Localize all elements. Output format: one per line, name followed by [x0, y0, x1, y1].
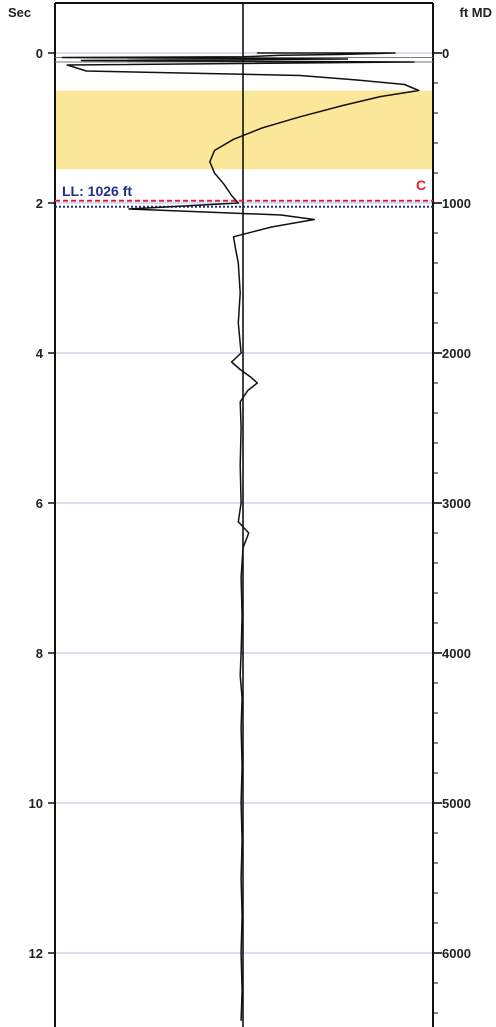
series-layer — [61, 52, 420, 1022]
series-point — [250, 376, 252, 378]
series-point — [356, 79, 358, 81]
left-tick-label: 8 — [36, 646, 43, 661]
left-tick-label: 10 — [29, 796, 43, 811]
series-point — [237, 202, 239, 204]
right-axis-unit: ft MD — [460, 5, 493, 20]
c-annotation: C — [416, 177, 426, 193]
series-point — [240, 877, 242, 879]
series-point — [256, 52, 258, 54]
series-point — [337, 53, 339, 56]
series-point — [248, 532, 250, 534]
series-point — [418, 89, 420, 92]
series-point — [239, 368, 241, 371]
series-point — [299, 116, 301, 118]
series-point — [204, 211, 206, 213]
right-tick-label: 3000 — [442, 496, 471, 511]
right-tick-label: 1000 — [442, 196, 471, 211]
series-point — [247, 389, 249, 392]
left-tick-label: 4 — [36, 346, 44, 361]
gridline-layer — [55, 52, 433, 954]
left-tick-label: 0 — [36, 46, 43, 61]
series-point — [342, 104, 344, 107]
series-point — [241, 764, 243, 767]
series-point — [223, 183, 225, 185]
series-point — [66, 64, 68, 66]
series-point — [241, 839, 243, 842]
series-point — [234, 247, 236, 249]
series-point — [80, 59, 83, 62]
series-point — [242, 56, 244, 58]
series-point — [240, 1019, 242, 1022]
series-point — [239, 401, 241, 403]
series-point — [239, 464, 241, 467]
ll-annotation: LL: 1026 ft — [62, 183, 132, 199]
series-point — [240, 802, 242, 804]
series-point — [394, 52, 396, 54]
series-point — [346, 58, 349, 60]
series-point — [380, 95, 382, 98]
series-point — [85, 70, 87, 72]
reference-line-layer — [55, 199, 433, 208]
series-point — [240, 577, 242, 579]
series-point — [270, 226, 273, 228]
series-point — [240, 502, 242, 504]
series-point — [231, 194, 233, 197]
right-tick-label: 4000 — [442, 646, 471, 661]
axis-layer: 0 2 4 6 8 10 12 0 1000 2000 3000 4000 5000 6000 — [29, 46, 471, 1014]
series-point — [313, 218, 315, 221]
left-tick-label: 12 — [29, 946, 43, 961]
shaded-band — [56, 90, 432, 170]
series-point — [209, 161, 211, 163]
series-point — [128, 208, 130, 210]
series-point — [213, 149, 216, 152]
series-point — [241, 914, 243, 917]
series-point — [241, 614, 243, 617]
series-point — [413, 61, 415, 63]
series-point — [232, 138, 235, 140]
left-tick-label: 2 — [36, 196, 43, 211]
right-tick-label: 5000 — [442, 796, 471, 811]
series-point — [261, 127, 263, 129]
series-point — [61, 56, 64, 59]
series-point — [240, 427, 242, 429]
series-point — [280, 54, 282, 56]
series-point — [239, 674, 241, 677]
series-point — [239, 292, 241, 294]
shaded-band-layer — [56, 90, 432, 170]
right-tick-label: 6000 — [442, 946, 471, 961]
series-point — [256, 382, 258, 384]
series-point — [242, 547, 244, 549]
series-point — [237, 262, 239, 264]
series-point — [213, 172, 216, 174]
left-tick-label: 6 — [36, 496, 43, 511]
right-tick-label: 2000 — [442, 346, 471, 361]
right-tick-label: 0 — [442, 46, 449, 61]
left-axis-unit: Sec — [8, 5, 31, 20]
series-point — [240, 652, 242, 654]
series-point — [241, 697, 243, 699]
series-point — [240, 727, 242, 729]
series-point — [237, 521, 239, 523]
series-point — [240, 352, 242, 354]
series-point — [299, 74, 301, 77]
series-point — [231, 361, 233, 363]
series-point — [240, 952, 242, 954]
series-point — [403, 83, 406, 86]
series-point — [241, 989, 243, 992]
series-point — [237, 322, 239, 324]
series-point — [280, 214, 282, 216]
series-point — [232, 236, 235, 238]
